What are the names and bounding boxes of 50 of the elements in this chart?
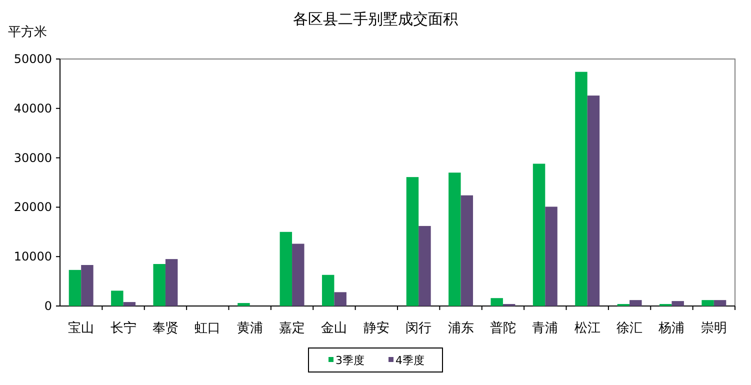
x-tick-label: 普陀 [490,320,516,336]
x-tick-label: 崇明 [700,321,727,336]
bar [448,172,461,306]
bar [406,177,419,306]
x-tick-label: 长宁 [110,320,136,336]
bar [280,232,292,306]
y-tick-label: 0 [44,299,52,313]
x-tick-label: 浦东 [448,321,474,336]
legend-label: 4季度 [396,354,424,367]
bar [81,265,94,306]
bar [702,300,714,306]
bar [165,259,178,306]
y-tick-label: 50000 [14,52,52,66]
bar [630,300,642,306]
bar [111,290,124,306]
x-tick-label: 宝山 [68,320,94,336]
x-tick-label: 嘉定 [279,321,306,336]
x-tick-label: 青浦 [532,321,558,336]
chart-title: 各区县二手别墅成交面积 [293,10,458,28]
bar [238,303,250,306]
y-tick-label: 10000 [14,250,52,264]
bar [334,292,346,306]
bar [672,301,684,306]
y-tick-label: 40000 [14,101,52,116]
x-tick-label: 杨浦 [658,321,685,336]
bar [123,302,136,306]
y-tick-label: 20000 [14,200,52,214]
x-tick-label: 金山 [321,321,348,336]
x-tick-label: 虹口 [194,321,221,336]
bar [153,264,166,306]
legend-label: 3季度 [336,354,364,367]
bar [322,274,334,306]
bar [532,164,546,306]
bar [292,244,304,306]
x-tick-label: 黄浦 [236,321,263,336]
x-tick-label: 奉贤 [152,321,178,336]
bar [714,300,726,306]
bar [418,226,431,306]
x-tick-label: 徐汇 [616,321,643,336]
bar [460,195,474,306]
bar [490,298,503,306]
x-tick-label: 静安 [363,320,390,336]
bar [575,72,588,306]
bar [68,270,82,306]
y-tick-label: 30000 [14,150,52,165]
x-tick-label: 闵行 [406,321,432,336]
bar [587,96,600,306]
y-axis-title: 平方米 [8,24,47,40]
x-tick-label: 松江 [574,321,600,336]
bar [545,206,558,306]
